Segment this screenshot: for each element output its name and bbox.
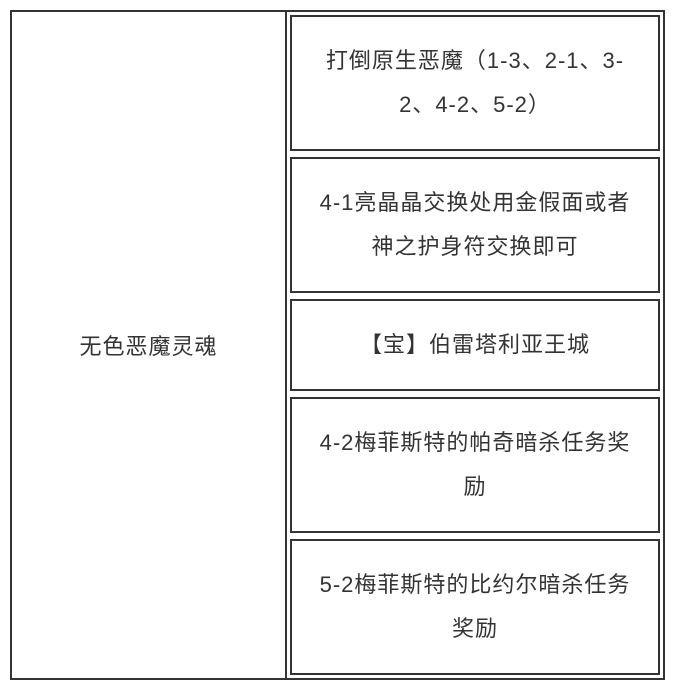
source-text: 4-1亮晶晶交换处用金假面或者神之护身符交换即可 [310, 181, 640, 269]
source-text: 【宝】伯雷塔利亚王城 [360, 323, 590, 367]
table-row: 打倒原生恶魔（1-3、2-1、3-2、4-2、5-2） [290, 15, 660, 151]
table-row: 【宝】伯雷塔利亚王城 [290, 299, 660, 391]
item-source-table: 无色恶魔灵魂 打倒原生恶魔（1-3、2-1、3-2、4-2、5-2） 4-1亮晶… [10, 10, 665, 680]
table-row: 4-1亮晶晶交换处用金假面或者神之护身符交换即可 [290, 157, 660, 293]
item-name-cell: 无色恶魔灵魂 [12, 12, 287, 678]
source-list-column: 打倒原生恶魔（1-3、2-1、3-2、4-2、5-2） 4-1亮晶晶交换处用金假… [287, 12, 663, 678]
table-row: 5-2梅菲斯特的比约尔暗杀任务奖励 [290, 539, 660, 675]
source-text: 5-2梅菲斯特的比约尔暗杀任务奖励 [310, 563, 640, 651]
source-text: 打倒原生恶魔（1-3、2-1、3-2、4-2、5-2） [310, 39, 640, 127]
source-text: 4-2梅菲斯特的帕奇暗杀任务奖励 [310, 421, 640, 509]
item-name-label: 无色恶魔灵魂 [79, 329, 217, 361]
table-row: 4-2梅菲斯特的帕奇暗杀任务奖励 [290, 397, 660, 533]
